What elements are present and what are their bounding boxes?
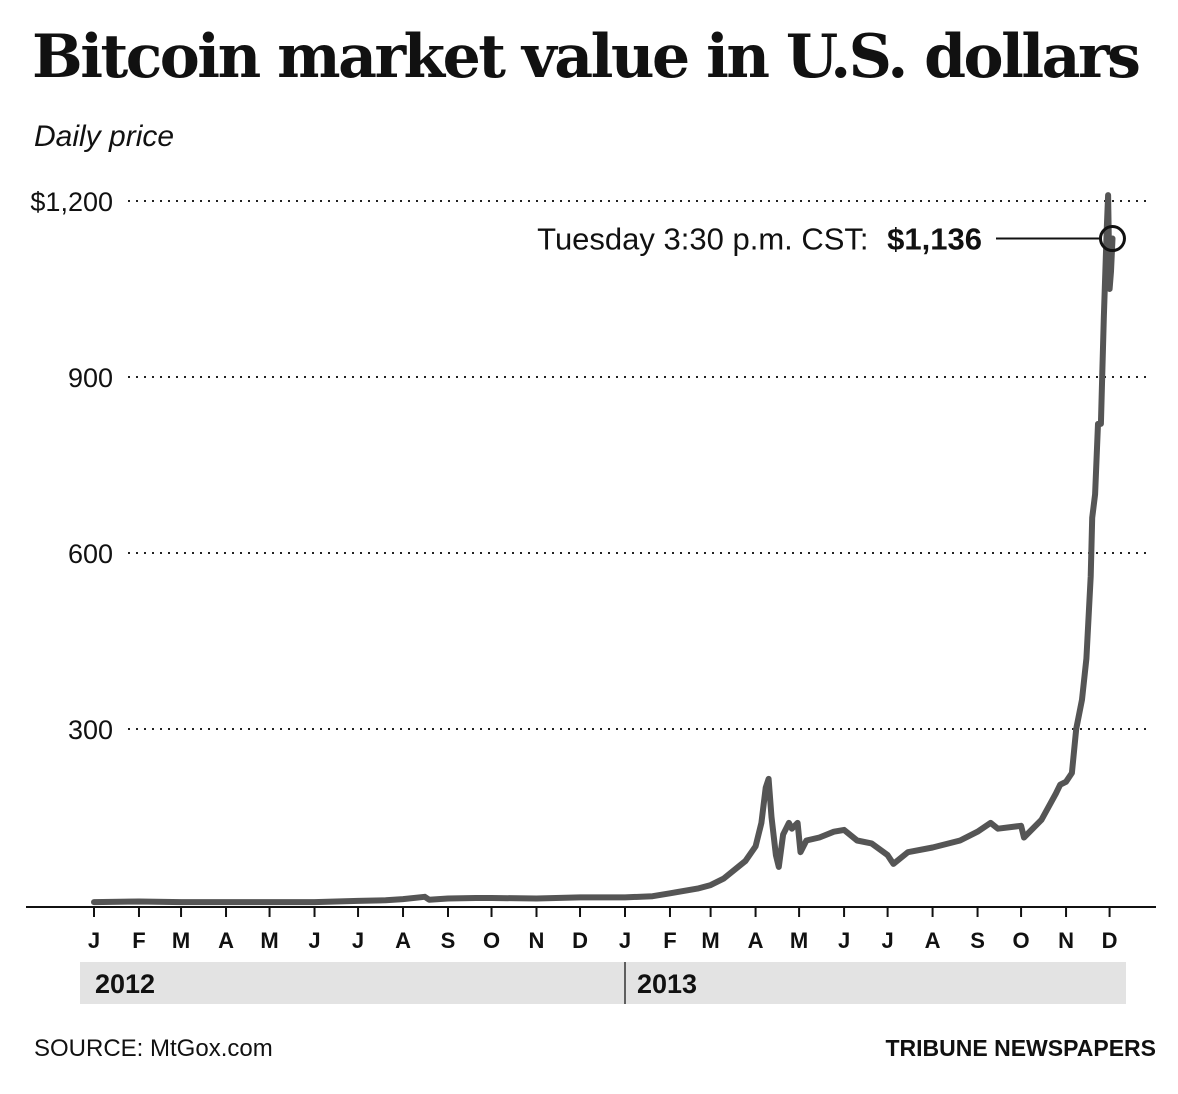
x-tick-label: N xyxy=(529,928,545,953)
x-tick-label: J xyxy=(308,928,320,953)
x-tick-label: J xyxy=(619,928,631,953)
y-tick-label: 600 xyxy=(68,539,113,569)
year-label: 2013 xyxy=(637,969,697,999)
annotation-marker xyxy=(1098,225,1126,253)
year-band-background xyxy=(80,962,1126,1004)
x-tick-label: M xyxy=(260,928,278,953)
x-tick-label: S xyxy=(970,928,985,953)
x-tick-label: F xyxy=(663,928,676,953)
price-annotation: Tuesday 3:30 p.m. CST: $1,136 xyxy=(537,222,1126,257)
x-tick-label: M xyxy=(790,928,808,953)
x-tick-label: N xyxy=(1058,928,1074,953)
chart-title: Bitcoin market value in U.S. dollars xyxy=(32,22,1141,92)
x-tick-label: F xyxy=(132,928,145,953)
year-label: 2012 xyxy=(95,969,155,999)
publisher-credit: TRIBUNE NEWSPAPERS xyxy=(885,1035,1157,1061)
x-tick-label: A xyxy=(395,928,411,953)
annotation-text: Tuesday 3:30 p.m. CST: $1,136 xyxy=(537,222,982,257)
x-tick-label: J xyxy=(88,928,100,953)
x-tick-label: O xyxy=(1013,928,1030,953)
price-line xyxy=(91,192,1116,906)
x-tick-label: M xyxy=(701,928,719,953)
x-tick-label: O xyxy=(483,928,500,953)
y-tick-label: $1,200 xyxy=(30,187,113,217)
x-tick-label: J xyxy=(838,928,850,953)
annotation-value: $1,136 xyxy=(887,222,982,257)
y-axis-ticks: 300 600 900 $1,200 xyxy=(30,187,113,745)
annotation-label: Tuesday 3:30 p.m. CST: xyxy=(537,222,868,257)
x-tick-label: A xyxy=(925,928,941,953)
x-tick-label: J xyxy=(881,928,893,953)
x-tick-label: D xyxy=(572,928,588,953)
x-tick-label: A xyxy=(748,928,764,953)
x-tick-label: D xyxy=(1102,928,1118,953)
year-band: 2012 2013 xyxy=(80,962,1126,1004)
x-tick-label: M xyxy=(172,928,190,953)
x-tick-label: J xyxy=(352,928,364,953)
grid-lines xyxy=(128,200,1152,730)
x-tick-label: S xyxy=(441,928,456,953)
x-tick-label: A xyxy=(218,928,234,953)
y-tick-label: 300 xyxy=(68,715,113,745)
source-note: SOURCE: MtGox.com xyxy=(34,1035,273,1062)
chart-subtitle: Daily price xyxy=(34,120,175,153)
y-tick-label: 900 xyxy=(68,363,113,393)
